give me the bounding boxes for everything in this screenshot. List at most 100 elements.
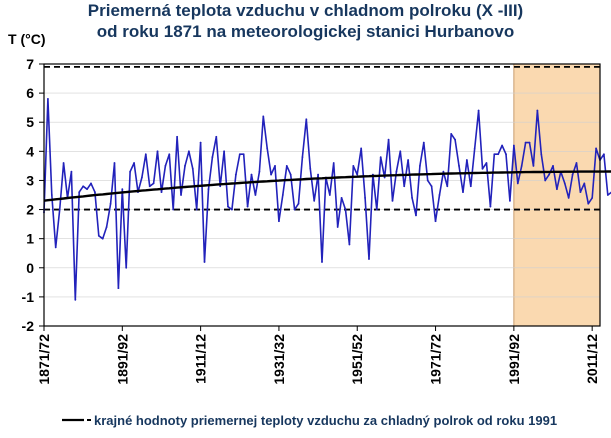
data-point	[47, 98, 49, 100]
data-point	[567, 197, 570, 199]
data-point	[231, 208, 233, 211]
data-point	[90, 182, 92, 185]
data-point	[317, 173, 319, 176]
data-point	[105, 226, 108, 228]
data-point	[223, 150, 226, 153]
data-point	[117, 287, 120, 290]
data-point	[505, 153, 507, 156]
data-point	[313, 199, 316, 202]
data-point	[364, 197, 366, 199]
data-point	[591, 197, 594, 199]
data-point	[379, 156, 382, 159]
y-tick-label: 1	[26, 231, 34, 247]
data-point	[411, 197, 413, 199]
data-point	[434, 220, 437, 223]
x-tick-label: 1911/12	[193, 334, 209, 384]
data-point	[164, 164, 167, 167]
data-point	[336, 226, 339, 228]
data-point	[403, 185, 406, 188]
x-tick-label: 1951/52	[349, 334, 365, 385]
data-point	[254, 194, 257, 196]
data-point	[458, 164, 460, 167]
data-point	[493, 153, 496, 156]
data-point	[571, 173, 574, 176]
data-point	[407, 159, 410, 161]
chart-title-line1: Priemerná teplota vzduchu v chladnom pol…	[87, 1, 524, 20]
data-point	[552, 164, 554, 167]
data-point	[595, 147, 597, 150]
data-point	[587, 202, 590, 205]
data-point	[187, 150, 190, 153]
plot-frame	[43, 63, 601, 327]
data-point	[86, 188, 88, 191]
data-point	[352, 164, 355, 167]
data-point	[176, 135, 179, 138]
y-tick-label: 0	[26, 260, 34, 276]
data-point	[430, 185, 433, 188]
data-point	[97, 234, 100, 237]
data-point	[297, 202, 300, 205]
x-tick-label: 1891/92	[114, 334, 130, 385]
data-point	[54, 246, 57, 249]
x-tick-label: 1931/32	[271, 334, 287, 385]
data-point	[82, 185, 85, 188]
legend: krajné hodnoty priemernej teploty vzduch…	[62, 413, 557, 428]
data-point	[344, 208, 347, 211]
y-tick-label: 7	[26, 56, 34, 72]
chart-title-line2: od roku 1871 na meteorologickej stanici …	[96, 22, 515, 41]
data-point	[477, 109, 480, 112]
data-point	[195, 208, 198, 211]
data-point	[94, 191, 96, 193]
x-axis-ticks: 1871/72 1891/92 1911/12 1931/32 1951/52 1971/…	[36, 326, 600, 385]
data-point	[501, 144, 504, 147]
data-point	[438, 194, 441, 196]
data-point	[485, 162, 488, 164]
data-point	[497, 153, 500, 156]
data-point	[579, 191, 582, 193]
data-point	[144, 153, 147, 156]
data-point	[606, 194, 609, 196]
data-point	[563, 182, 566, 185]
trend-line	[43, 170, 611, 202]
data-point	[415, 214, 417, 217]
data-point	[465, 159, 468, 161]
data-point	[356, 173, 359, 176]
data-point	[250, 173, 253, 176]
data-point	[281, 194, 284, 196]
data-point	[583, 182, 586, 185]
data-point	[524, 141, 527, 144]
y-tick-label: 4	[26, 143, 34, 159]
data-point	[270, 173, 272, 176]
y-axis-ticks: -2 -1 0 1 2 3 4 5 6 7	[22, 56, 44, 334]
data-point	[109, 202, 112, 205]
data-point	[140, 176, 143, 179]
data-point	[360, 147, 363, 150]
x-tick-label: 1991/92	[506, 334, 522, 385]
data-point	[426, 179, 429, 182]
y-tick-label: -2	[22, 318, 35, 334]
data-point	[219, 185, 222, 188]
y-axis-label: T (°C)	[8, 31, 45, 47]
data-point	[603, 153, 605, 156]
data-point	[199, 141, 202, 144]
data-point	[101, 237, 104, 240]
data-point	[285, 164, 288, 167]
data-point	[301, 156, 304, 159]
data-point	[180, 194, 182, 196]
x-tick-label: 1971/72	[428, 334, 444, 385]
data-point	[509, 199, 511, 202]
data-point	[172, 208, 175, 211]
data-point	[262, 115, 265, 118]
data-point	[305, 118, 308, 121]
data-point	[489, 205, 492, 208]
y-tick-label: 6	[26, 85, 34, 101]
data-point	[121, 188, 124, 191]
data-point	[133, 162, 135, 164]
data-point	[74, 298, 77, 301]
data-point	[266, 147, 269, 150]
data-point	[532, 164, 535, 167]
y-tick-label: 5	[26, 114, 34, 130]
y-tick-label: 2	[26, 202, 34, 218]
data-point	[152, 182, 155, 185]
data-point	[274, 164, 276, 167]
